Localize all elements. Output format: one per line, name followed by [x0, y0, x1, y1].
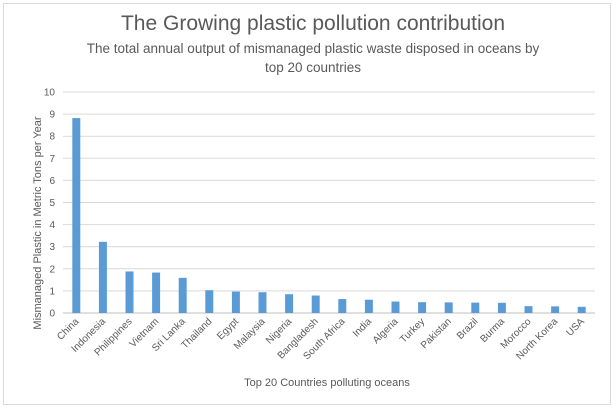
bar-indonesia: [98, 241, 107, 313]
bar-egypt: [231, 291, 240, 313]
bar-north-korea: [551, 306, 560, 313]
chart-frame: [3, 3, 611, 405]
y-tick-label: 0: [49, 309, 55, 320]
y-tick-label: 5: [49, 198, 55, 209]
y-tick-label: 6: [49, 176, 55, 187]
bar-china: [72, 118, 81, 313]
bar-usa: [577, 306, 586, 313]
bar-south-africa: [338, 299, 347, 313]
y-tick-label: 10: [44, 88, 56, 99]
x-tick-label: Algeria: [371, 316, 401, 346]
bar-bangladesh: [311, 295, 320, 313]
bar-burma: [497, 302, 506, 313]
x-tick-label: India: [351, 316, 374, 339]
bar-vietnam: [152, 272, 161, 313]
bar-thailand: [205, 290, 214, 313]
grid-lines: [63, 91, 595, 314]
bar-sri-lanka: [178, 277, 187, 313]
bar-philippines: [125, 271, 134, 313]
y-tick-label: 7: [49, 154, 55, 165]
bar-morocco: [524, 306, 533, 313]
x-axis-title: Top 20 Countries polluting oceans: [244, 377, 410, 389]
y-axis-title: Mismanaged Plastic in Metric Tons per Ye…: [32, 116, 44, 330]
y-tick-label: 1: [49, 286, 55, 297]
y-tick-label: 2: [49, 264, 55, 275]
bars: [72, 118, 586, 313]
bar-nigeria: [285, 294, 294, 313]
bar-brazil: [471, 302, 480, 313]
y-tick-label: 8: [49, 132, 55, 143]
y-tick-label: 9: [49, 110, 55, 121]
bar-india: [364, 299, 373, 313]
bar-pakistan: [444, 302, 453, 313]
bar-malaysia: [258, 292, 267, 313]
bar-turkey: [418, 302, 427, 313]
y-tick-label: 4: [49, 220, 55, 231]
y-tick-label: 3: [49, 242, 55, 253]
x-tick-label: Brazil: [455, 316, 480, 341]
y-axis-ticks: 0 1 2 3 4 5 6 7 8 9 10: [44, 88, 56, 320]
chart-subtitle-line2: top 20 countries: [265, 60, 361, 75]
chart-title: The Growing plastic pollution contributi…: [121, 12, 505, 35]
x-tick-label: USA: [565, 316, 588, 339]
bar-algeria: [391, 301, 400, 313]
chart-subtitle-line1: The total annual output of mismanaged pl…: [87, 41, 540, 56]
